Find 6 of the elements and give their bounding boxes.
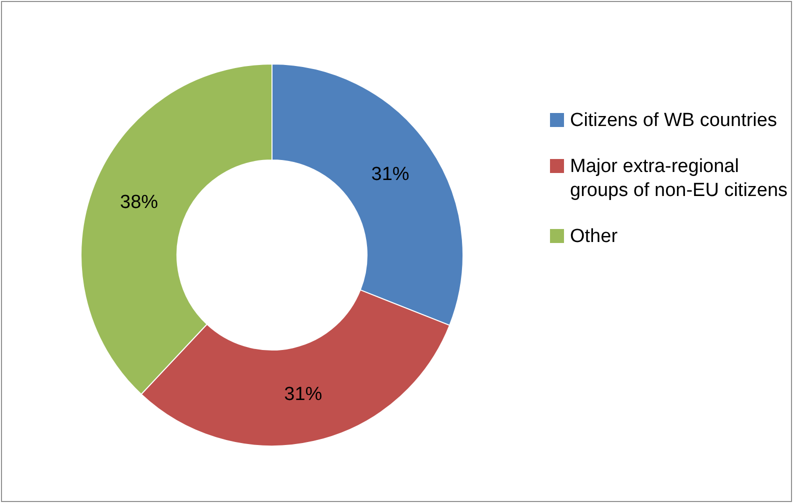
data-label: 31% [371,164,410,186]
legend-label: Other [570,226,618,246]
legend-label: Citizens of WB countries [570,110,777,130]
data-label: 31% [284,384,322,406]
legend-label: Major extra-regional groups of non-EU citizens [570,156,788,200]
data-label: 38% [120,192,158,213]
